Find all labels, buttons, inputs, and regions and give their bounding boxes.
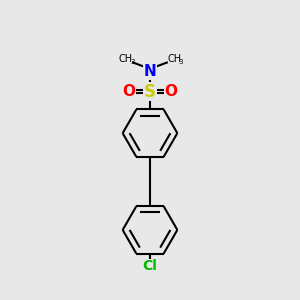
- Text: N: N: [144, 64, 156, 79]
- Text: 3: 3: [179, 59, 183, 65]
- Text: CH: CH: [119, 54, 133, 64]
- Text: O: O: [122, 84, 136, 99]
- Text: CH: CH: [167, 54, 181, 64]
- Text: 3: 3: [130, 59, 135, 65]
- Text: S: S: [144, 82, 156, 100]
- Text: Cl: Cl: [142, 259, 158, 273]
- Text: O: O: [164, 84, 178, 99]
